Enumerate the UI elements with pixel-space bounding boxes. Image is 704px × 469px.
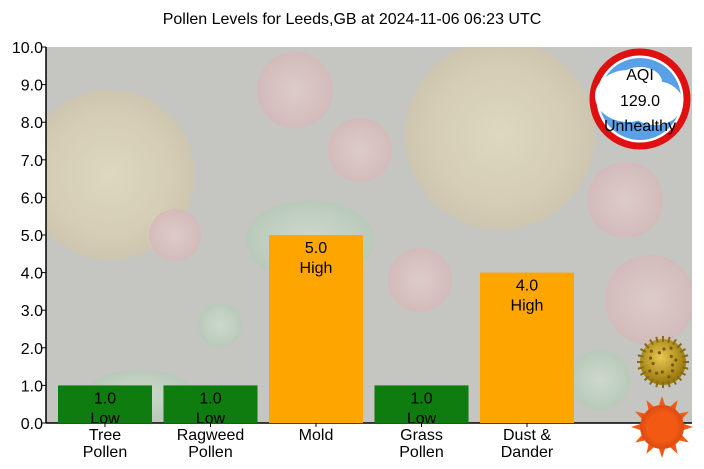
sun-icon <box>631 396 693 458</box>
bar <box>58 385 152 423</box>
y-tick-label: 6.0 <box>21 190 43 207</box>
y-tick-label: 3.0 <box>21 303 43 320</box>
aqi-category: Unhealthy <box>604 118 676 135</box>
bar-value-label: 4.0 <box>516 278 538 295</box>
aqi-label: AQI <box>626 67 654 84</box>
y-tick-label: 0.0 <box>21 416 43 433</box>
x-tick-label: Dust & <box>503 427 551 444</box>
aqi-badge: AQI 129.0 Unhealthy <box>589 48 691 150</box>
y-tick-label: 5.0 <box>21 228 43 245</box>
y-tick-label: 1.0 <box>21 378 43 395</box>
x-tick-label: Dander <box>501 444 554 461</box>
bar-level-label: High <box>300 260 333 277</box>
x-tick-label: Tree <box>89 427 121 444</box>
bar-value-label: 1.0 <box>199 390 221 407</box>
bar-value-label: 1.0 <box>410 390 432 407</box>
pollen-grain-icon <box>637 336 689 388</box>
x-tick-label: Grass <box>400 427 443 444</box>
y-tick-label: 8.0 <box>21 115 43 132</box>
bar <box>269 235 363 423</box>
y-tick-label: 9.0 <box>21 78 43 95</box>
y-axis-ticks: 0.0 1.0 2.0 3.0 4.0 5.0 6.0 7.0 8.0 9.0 10.0 <box>12 40 46 433</box>
y-tick-label: 7.0 <box>21 153 43 170</box>
bar-level-label: Low <box>90 410 120 427</box>
x-tick-label: Pollen <box>83 444 127 461</box>
bars: 1.0 Low 1.0 Low 5.0 High 1.0 Low 4.0 High <box>58 235 574 427</box>
y-tick-label: 4.0 <box>21 266 43 283</box>
bar-level-label: High <box>511 298 544 315</box>
y-tick-label: 10.0 <box>12 40 43 57</box>
bar-level-label: Low <box>407 410 437 427</box>
x-tick-label: Pollen <box>399 444 443 461</box>
chart-title: Pollen Levels for Leeds,GB at 2024-11-06… <box>163 11 542 28</box>
bar-value-label: 5.0 <box>305 240 327 257</box>
y-tick-label: 2.0 <box>21 341 43 358</box>
x-tick-label: Ragweed <box>177 427 245 444</box>
bar <box>480 272 574 423</box>
bar-level-label: Low <box>196 410 226 427</box>
bar-value-label: 1.0 <box>94 390 116 407</box>
aqi-value: 129.0 <box>620 93 660 110</box>
x-tick-label: Mold <box>299 427 334 444</box>
x-tick-label: Pollen <box>188 444 232 461</box>
bar <box>374 385 469 423</box>
bar <box>163 385 258 423</box>
